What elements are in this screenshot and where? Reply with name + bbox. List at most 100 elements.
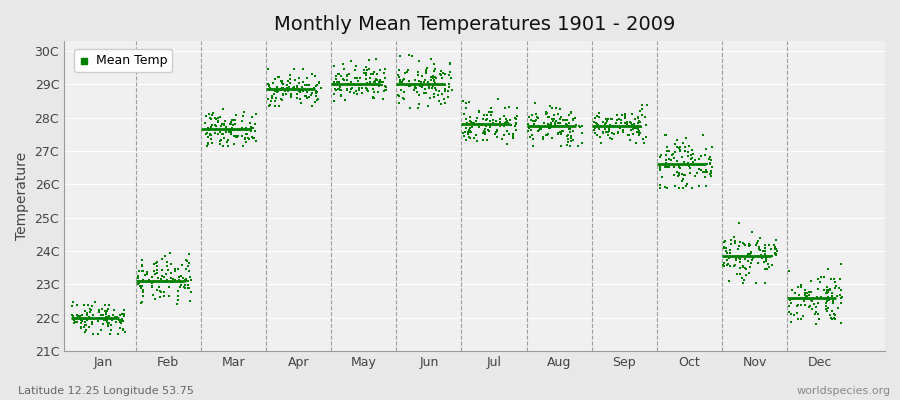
Point [370, 82, 384, 88]
Point [472, 109, 487, 115]
Point [502, 104, 517, 110]
Point [821, 289, 835, 296]
Point [302, 82, 316, 88]
Point [696, 169, 710, 175]
Point [353, 74, 367, 81]
Point [652, 154, 667, 160]
Point [825, 289, 840, 296]
Point [274, 78, 289, 84]
Point [216, 131, 230, 137]
Point [587, 119, 601, 125]
Point [666, 151, 680, 158]
Point [729, 257, 743, 263]
Point [397, 96, 411, 102]
Point [412, 78, 427, 85]
Point [300, 95, 314, 101]
Point [134, 300, 148, 306]
Point [213, 138, 228, 144]
Point [659, 132, 673, 138]
Point [626, 125, 641, 132]
Point [679, 134, 693, 141]
Point [505, 131, 519, 138]
Point [794, 283, 808, 290]
Point [338, 96, 352, 103]
Point [738, 256, 752, 262]
Point [631, 113, 645, 120]
Point [422, 84, 436, 91]
Point [424, 77, 438, 83]
Point [705, 144, 719, 150]
Point [463, 114, 477, 120]
Point [174, 282, 188, 288]
Point [145, 280, 159, 286]
Point [758, 244, 772, 251]
Point [456, 130, 471, 137]
Point [528, 117, 543, 123]
Point [368, 76, 382, 82]
Point [274, 87, 288, 93]
Point [238, 136, 252, 143]
Point [212, 128, 227, 135]
Point [728, 255, 742, 261]
Point [464, 118, 478, 125]
Point [399, 82, 413, 88]
Point [790, 302, 805, 309]
Point [173, 278, 187, 285]
Point [667, 155, 681, 162]
Point [140, 271, 155, 278]
Point [281, 85, 295, 91]
Point [542, 114, 556, 120]
Point [467, 135, 482, 141]
Point [239, 124, 254, 131]
Point [751, 238, 765, 244]
Point [632, 127, 646, 134]
Point [626, 120, 641, 127]
Point [178, 285, 193, 291]
Point [244, 127, 258, 134]
Point [95, 312, 110, 318]
Point [469, 117, 483, 124]
Point [174, 282, 188, 288]
Point [91, 317, 105, 324]
Point [805, 289, 819, 295]
Point [208, 127, 222, 134]
Point [359, 80, 374, 87]
Point [461, 129, 475, 135]
Point [378, 75, 392, 81]
Point [742, 270, 756, 276]
Point [756, 248, 770, 255]
Point [489, 118, 503, 124]
Point [685, 184, 699, 191]
Point [244, 126, 258, 132]
Point [591, 122, 606, 128]
Point [367, 95, 382, 102]
Point [611, 130, 625, 137]
Point [73, 312, 87, 319]
Point [724, 240, 738, 247]
Point [344, 78, 358, 85]
Point [226, 127, 240, 134]
Point [805, 305, 819, 312]
Point [150, 262, 165, 269]
Point [310, 97, 324, 104]
Point [509, 105, 524, 111]
Point [101, 323, 115, 330]
Point [536, 133, 550, 140]
Point [393, 79, 408, 85]
Point [392, 100, 406, 106]
Point [248, 135, 262, 142]
Point [684, 156, 698, 162]
Point [310, 96, 325, 102]
Point [478, 130, 492, 137]
Point [147, 267, 161, 274]
Point [692, 156, 706, 162]
Point [752, 260, 766, 266]
Point [134, 278, 148, 284]
Point [292, 88, 307, 94]
Point [85, 321, 99, 328]
Point [810, 294, 824, 300]
Point [526, 117, 540, 124]
Point [742, 241, 756, 248]
Point [541, 121, 555, 128]
Point [544, 122, 558, 128]
